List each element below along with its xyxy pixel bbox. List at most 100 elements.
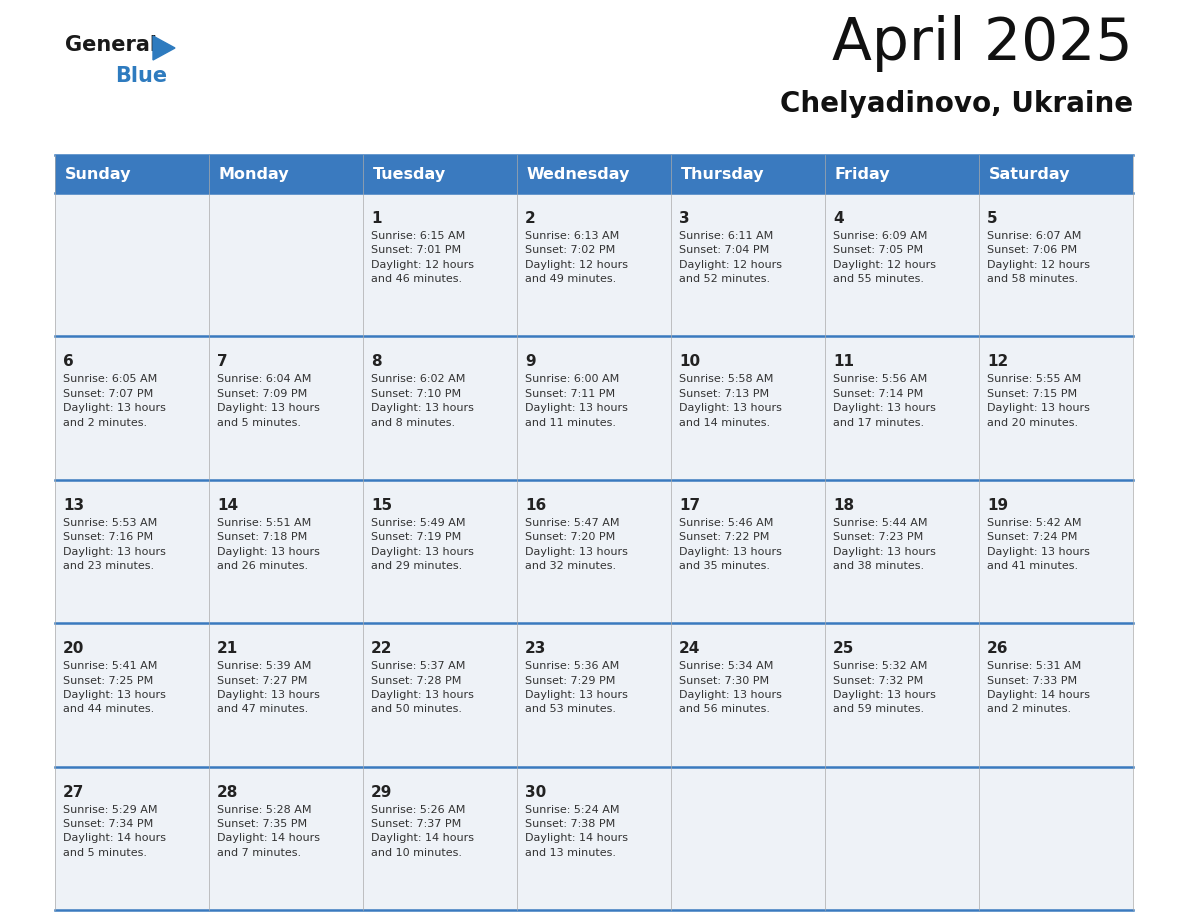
Bar (824, 336, 979, 480)
Text: 4: 4 (833, 211, 843, 226)
Bar (517, 193, 671, 336)
Text: Sunrise: 6:04 AM
Sunset: 7:09 PM
Daylight: 13 hours
and 5 minutes.: Sunrise: 6:04 AM Sunset: 7:09 PM Dayligh… (217, 375, 320, 428)
Bar (55, 480, 209, 623)
Text: 5: 5 (987, 211, 998, 226)
Text: Sunrise: 5:41 AM
Sunset: 7:25 PM
Daylight: 13 hours
and 44 minutes.: Sunrise: 5:41 AM Sunset: 7:25 PM Dayligh… (63, 661, 166, 714)
Text: Sunrise: 5:36 AM
Sunset: 7:29 PM
Daylight: 13 hours
and 53 minutes.: Sunrise: 5:36 AM Sunset: 7:29 PM Dayligh… (525, 661, 628, 714)
Text: Sunrise: 5:55 AM
Sunset: 7:15 PM
Daylight: 13 hours
and 20 minutes.: Sunrise: 5:55 AM Sunset: 7:15 PM Dayligh… (987, 375, 1089, 428)
Text: 16: 16 (525, 498, 546, 513)
Text: 11: 11 (833, 354, 854, 369)
Bar (824, 480, 979, 623)
Text: 12: 12 (987, 354, 1009, 369)
Text: 29: 29 (371, 785, 392, 800)
Text: 20: 20 (63, 641, 84, 656)
Text: Chelyadinovo, Ukraine: Chelyadinovo, Ukraine (779, 90, 1133, 118)
Text: 27: 27 (63, 785, 84, 800)
Text: Sunrise: 5:28 AM
Sunset: 7:35 PM
Daylight: 14 hours
and 7 minutes.: Sunrise: 5:28 AM Sunset: 7:35 PM Dayligh… (217, 804, 320, 857)
Polygon shape (153, 36, 175, 60)
Text: Sunrise: 6:11 AM
Sunset: 7:04 PM
Daylight: 12 hours
and 52 minutes.: Sunrise: 6:11 AM Sunset: 7:04 PM Dayligh… (680, 231, 782, 285)
Text: 19: 19 (987, 498, 1009, 513)
Text: Wednesday: Wednesday (527, 166, 631, 182)
Bar (209, 767, 364, 910)
Text: 24: 24 (680, 641, 701, 656)
Bar (55, 155, 1133, 193)
Text: Sunrise: 5:31 AM
Sunset: 7:33 PM
Daylight: 14 hours
and 2 minutes.: Sunrise: 5:31 AM Sunset: 7:33 PM Dayligh… (987, 661, 1091, 714)
Bar (364, 336, 517, 480)
Bar (364, 623, 517, 767)
Text: 22: 22 (371, 641, 392, 656)
Text: Sunrise: 6:07 AM
Sunset: 7:06 PM
Daylight: 12 hours
and 58 minutes.: Sunrise: 6:07 AM Sunset: 7:06 PM Dayligh… (987, 231, 1091, 285)
Bar (55, 336, 209, 480)
Text: Sunrise: 5:34 AM
Sunset: 7:30 PM
Daylight: 13 hours
and 56 minutes.: Sunrise: 5:34 AM Sunset: 7:30 PM Dayligh… (680, 661, 782, 714)
Bar (55, 623, 209, 767)
Text: 6: 6 (63, 354, 74, 369)
Bar (671, 480, 824, 623)
Text: 9: 9 (525, 354, 536, 369)
Text: Sunrise: 5:53 AM
Sunset: 7:16 PM
Daylight: 13 hours
and 23 minutes.: Sunrise: 5:53 AM Sunset: 7:16 PM Dayligh… (63, 518, 166, 571)
Text: Sunrise: 5:37 AM
Sunset: 7:28 PM
Daylight: 13 hours
and 50 minutes.: Sunrise: 5:37 AM Sunset: 7:28 PM Dayligh… (371, 661, 474, 714)
Text: Sunrise: 5:58 AM
Sunset: 7:13 PM
Daylight: 13 hours
and 14 minutes.: Sunrise: 5:58 AM Sunset: 7:13 PM Dayligh… (680, 375, 782, 428)
Bar (671, 767, 824, 910)
Bar (671, 193, 824, 336)
Text: Sunrise: 5:32 AM
Sunset: 7:32 PM
Daylight: 13 hours
and 59 minutes.: Sunrise: 5:32 AM Sunset: 7:32 PM Dayligh… (833, 661, 936, 714)
Bar (979, 623, 1133, 767)
Text: Sunrise: 5:42 AM
Sunset: 7:24 PM
Daylight: 13 hours
and 41 minutes.: Sunrise: 5:42 AM Sunset: 7:24 PM Dayligh… (987, 518, 1089, 571)
Bar (209, 623, 364, 767)
Bar (209, 193, 364, 336)
Bar (517, 336, 671, 480)
Text: Friday: Friday (835, 166, 891, 182)
Text: 28: 28 (217, 785, 239, 800)
Text: Sunrise: 6:15 AM
Sunset: 7:01 PM
Daylight: 12 hours
and 46 minutes.: Sunrise: 6:15 AM Sunset: 7:01 PM Dayligh… (371, 231, 474, 285)
Text: 14: 14 (217, 498, 238, 513)
Bar (671, 623, 824, 767)
Text: Sunrise: 6:02 AM
Sunset: 7:10 PM
Daylight: 13 hours
and 8 minutes.: Sunrise: 6:02 AM Sunset: 7:10 PM Dayligh… (371, 375, 474, 428)
Text: 8: 8 (371, 354, 381, 369)
Text: 23: 23 (525, 641, 546, 656)
Text: 2: 2 (525, 211, 536, 226)
Bar (364, 767, 517, 910)
Text: 25: 25 (833, 641, 854, 656)
Bar (824, 623, 979, 767)
Text: Sunrise: 5:29 AM
Sunset: 7:34 PM
Daylight: 14 hours
and 5 minutes.: Sunrise: 5:29 AM Sunset: 7:34 PM Dayligh… (63, 804, 166, 857)
Bar (517, 480, 671, 623)
Bar (671, 336, 824, 480)
Text: Tuesday: Tuesday (373, 166, 447, 182)
Bar (209, 336, 364, 480)
Bar (979, 480, 1133, 623)
Text: 3: 3 (680, 211, 689, 226)
Text: 10: 10 (680, 354, 700, 369)
Text: Sunrise: 5:51 AM
Sunset: 7:18 PM
Daylight: 13 hours
and 26 minutes.: Sunrise: 5:51 AM Sunset: 7:18 PM Dayligh… (217, 518, 320, 571)
Bar (824, 767, 979, 910)
Text: 18: 18 (833, 498, 854, 513)
Bar (824, 193, 979, 336)
Text: Sunrise: 5:46 AM
Sunset: 7:22 PM
Daylight: 13 hours
and 35 minutes.: Sunrise: 5:46 AM Sunset: 7:22 PM Dayligh… (680, 518, 782, 571)
Text: 7: 7 (217, 354, 228, 369)
Bar (979, 767, 1133, 910)
Text: 1: 1 (371, 211, 381, 226)
Text: 13: 13 (63, 498, 84, 513)
Text: Sunrise: 6:05 AM
Sunset: 7:07 PM
Daylight: 13 hours
and 2 minutes.: Sunrise: 6:05 AM Sunset: 7:07 PM Dayligh… (63, 375, 166, 428)
Text: Sunrise: 6:09 AM
Sunset: 7:05 PM
Daylight: 12 hours
and 55 minutes.: Sunrise: 6:09 AM Sunset: 7:05 PM Dayligh… (833, 231, 936, 285)
Text: Sunrise: 5:47 AM
Sunset: 7:20 PM
Daylight: 13 hours
and 32 minutes.: Sunrise: 5:47 AM Sunset: 7:20 PM Dayligh… (525, 518, 628, 571)
Bar (517, 767, 671, 910)
Text: 30: 30 (525, 785, 546, 800)
Text: Sunrise: 5:26 AM
Sunset: 7:37 PM
Daylight: 14 hours
and 10 minutes.: Sunrise: 5:26 AM Sunset: 7:37 PM Dayligh… (371, 804, 474, 857)
Bar (979, 336, 1133, 480)
Bar (979, 193, 1133, 336)
Text: Sunrise: 5:56 AM
Sunset: 7:14 PM
Daylight: 13 hours
and 17 minutes.: Sunrise: 5:56 AM Sunset: 7:14 PM Dayligh… (833, 375, 936, 428)
Text: April 2025: April 2025 (833, 15, 1133, 72)
Bar (209, 480, 364, 623)
Bar (364, 480, 517, 623)
Text: 15: 15 (371, 498, 392, 513)
Bar (364, 193, 517, 336)
Text: 26: 26 (987, 641, 1009, 656)
Bar (517, 623, 671, 767)
Text: General: General (65, 35, 157, 55)
Text: Sunrise: 6:13 AM
Sunset: 7:02 PM
Daylight: 12 hours
and 49 minutes.: Sunrise: 6:13 AM Sunset: 7:02 PM Dayligh… (525, 231, 628, 285)
Bar (55, 193, 209, 336)
Text: Sunday: Sunday (65, 166, 132, 182)
Text: Saturday: Saturday (988, 166, 1070, 182)
Text: Sunrise: 5:39 AM
Sunset: 7:27 PM
Daylight: 13 hours
and 47 minutes.: Sunrise: 5:39 AM Sunset: 7:27 PM Dayligh… (217, 661, 320, 714)
Text: Monday: Monday (219, 166, 290, 182)
Text: Blue: Blue (115, 66, 168, 86)
